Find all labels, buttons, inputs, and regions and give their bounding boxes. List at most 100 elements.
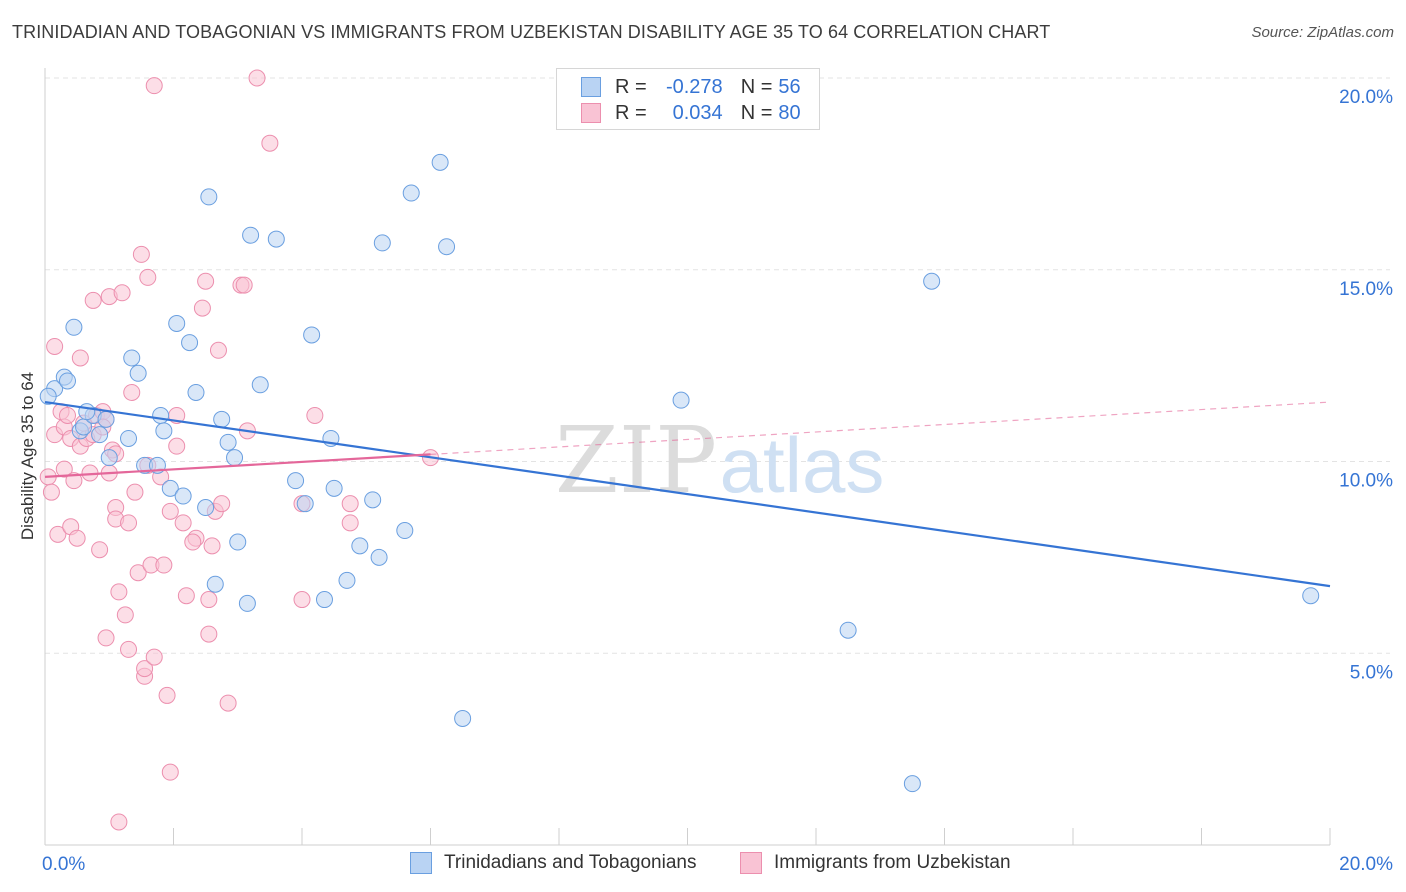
data-point xyxy=(181,334,199,352)
data-point xyxy=(161,479,179,497)
data-point xyxy=(229,533,247,551)
bottom-legend-swatch-pink xyxy=(740,852,762,874)
data-point xyxy=(65,472,83,490)
data-point xyxy=(200,188,218,206)
data-point xyxy=(184,533,202,551)
data-point xyxy=(213,495,231,513)
data-point xyxy=(248,69,266,87)
chart-title: TRINIDADIAN AND TOBAGONIAN VS IMMIGRANTS… xyxy=(12,22,1051,42)
data-point xyxy=(136,660,154,678)
data-point xyxy=(903,775,921,793)
legend-row-uzbekistan: R = 0.034 N = 80 xyxy=(581,101,801,125)
source-credit: Source: ZipAtlas.com xyxy=(1251,24,1394,41)
bottom-legend-label: Immigrants from Uzbekistan xyxy=(774,852,1011,873)
y-axis-label: Disability Age 35 to 64 xyxy=(18,372,37,540)
data-point xyxy=(97,629,115,647)
data-point xyxy=(42,483,60,501)
data-point xyxy=(672,391,690,409)
data-point xyxy=(97,410,115,428)
data-point xyxy=(251,376,269,394)
data-point xyxy=(174,487,192,505)
data-point xyxy=(438,238,456,256)
data-point xyxy=(174,514,192,532)
data-point xyxy=(65,318,83,336)
data-point xyxy=(303,326,321,344)
trend-line-dashed xyxy=(430,401,1331,456)
data-point xyxy=(373,234,391,252)
legend-n-label: N = xyxy=(740,101,773,124)
data-point xyxy=(129,564,147,582)
bottom-legend-uzbekistan: Immigrants from Uzbekistan xyxy=(740,850,1011,876)
data-point xyxy=(39,387,57,405)
correlation-legend: R = -0.278 N = 56 R = 0.034 N = 80 xyxy=(556,68,820,130)
data-point xyxy=(1302,587,1320,605)
data-point xyxy=(193,299,211,317)
data-point xyxy=(78,403,96,421)
data-point xyxy=(68,529,86,547)
data-point xyxy=(200,591,218,609)
data-point xyxy=(242,226,260,244)
y-tick-label: 15.0% xyxy=(1339,279,1393,300)
legend-r-label: R = xyxy=(615,101,647,124)
data-point xyxy=(209,341,227,359)
trend-line-solid xyxy=(44,453,431,478)
data-point xyxy=(46,337,64,355)
legend-n-value: 80 xyxy=(778,101,801,124)
data-point xyxy=(338,571,356,589)
data-point xyxy=(58,372,76,390)
trend-lines xyxy=(44,400,1331,588)
data-point xyxy=(296,495,314,513)
series-trinidadian-points xyxy=(39,153,1320,793)
data-point xyxy=(197,272,215,290)
data-point xyxy=(161,763,179,781)
data-point xyxy=(235,276,253,294)
data-point xyxy=(267,230,285,248)
data-point xyxy=(129,364,147,382)
data-point xyxy=(100,449,118,467)
tick-labels: 5.0% 10.0% 15.0% 20.0% 0.0% 20.0% xyxy=(42,87,1393,875)
legend-swatch-pink xyxy=(581,103,601,123)
data-point xyxy=(126,483,144,501)
data-point xyxy=(145,77,163,95)
data-point xyxy=(839,621,857,639)
data-point xyxy=(197,499,215,517)
trend-line-solid xyxy=(44,400,1331,588)
bottom-legend-label: Trinidadians and Tobagonians xyxy=(444,852,697,873)
data-point xyxy=(110,813,128,831)
data-point xyxy=(123,383,141,401)
legend-r-value: -0.278 xyxy=(665,75,723,98)
data-point xyxy=(116,606,134,624)
data-point xyxy=(120,640,138,658)
data-point xyxy=(91,541,109,559)
data-point xyxy=(206,575,224,593)
data-point xyxy=(120,429,138,447)
data-point xyxy=(132,245,150,263)
data-point xyxy=(431,153,449,171)
data-point xyxy=(203,537,221,555)
legend-r-label: R = xyxy=(615,75,647,98)
data-point xyxy=(402,184,420,202)
data-point xyxy=(168,437,186,455)
axes xyxy=(44,68,1331,846)
zipatlas-watermark: ZIP atlas xyxy=(555,407,884,514)
data-point xyxy=(120,514,138,532)
data-point xyxy=(139,268,157,286)
data-point xyxy=(152,406,170,424)
y-tick-label: 10.0% xyxy=(1339,471,1393,492)
data-point xyxy=(91,426,109,444)
data-point xyxy=(341,495,359,513)
data-point xyxy=(923,272,941,290)
y-tick-label: 20.0% xyxy=(1339,87,1393,108)
legend-row-trinidadian: R = -0.278 N = 56 xyxy=(581,75,801,99)
data-point xyxy=(370,548,388,566)
data-point xyxy=(187,383,205,401)
watermark-atlas: atlas xyxy=(720,421,885,509)
data-point xyxy=(155,422,173,440)
data-point xyxy=(219,694,237,712)
data-point xyxy=(177,587,195,605)
data-point xyxy=(200,625,218,643)
bottom-legend-swatch-blue xyxy=(410,852,432,874)
data-point xyxy=(287,472,305,490)
data-point xyxy=(71,349,89,367)
